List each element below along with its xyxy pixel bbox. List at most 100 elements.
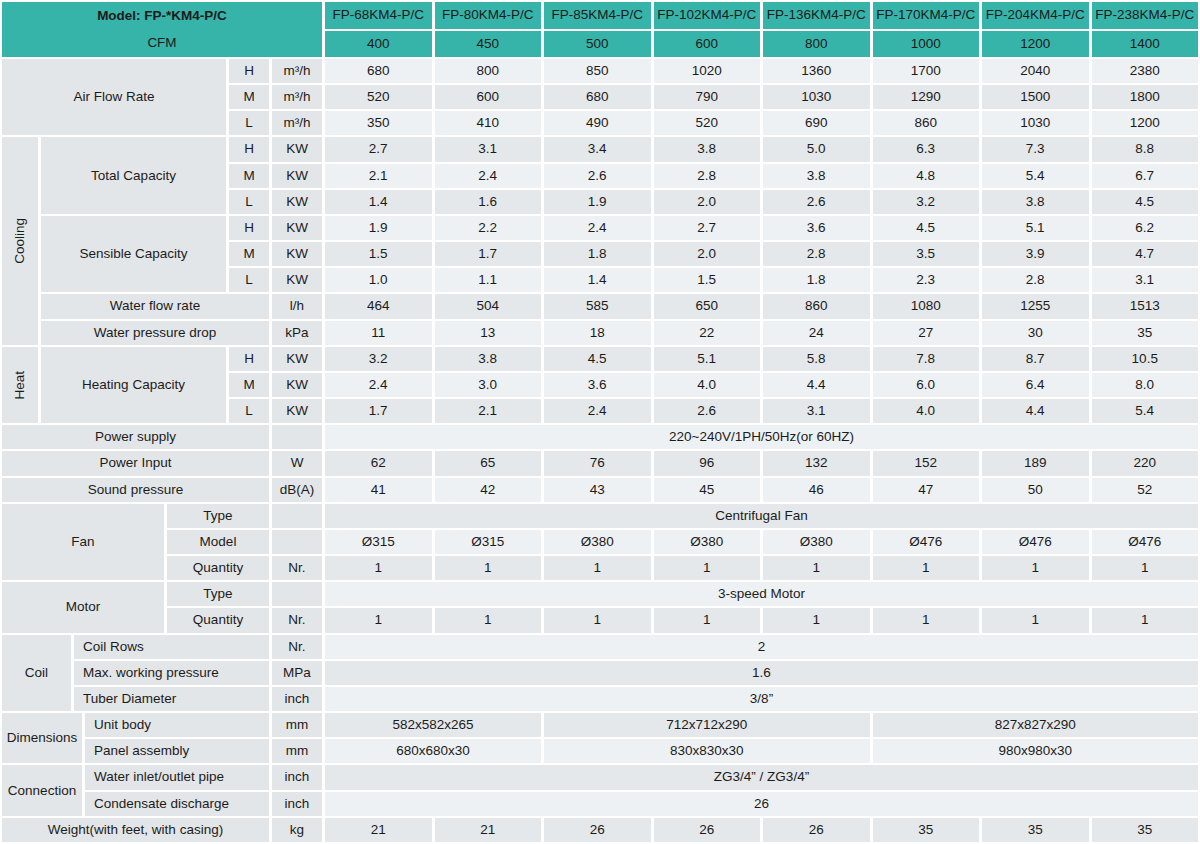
value-cell: 35 [873, 818, 980, 842]
value-cell: 2.0 [654, 190, 761, 214]
value-cell: 76 [544, 451, 651, 475]
cfm-value: 500 [544, 31, 651, 57]
unit-label: Nr. [272, 635, 322, 659]
value-cell: 1020 [654, 59, 761, 83]
value-cell: 2.4 [435, 164, 542, 188]
speed-label: M [229, 85, 269, 109]
value-cell: 650 [654, 294, 761, 318]
column-header: FP-68KM4-P/C [325, 2, 432, 29]
value-cell: Ø315 [435, 530, 542, 554]
value-cell: 21 [435, 818, 542, 842]
unit-label: dB(A) [272, 478, 322, 502]
section-label: Fan [2, 504, 164, 581]
value-cell: 1.7 [325, 399, 432, 423]
unit-label: Nr. [272, 608, 322, 632]
value-cell: 3.1 [435, 137, 542, 161]
value-cell: 1700 [873, 59, 980, 83]
value-cell: 1 [544, 608, 651, 632]
unit-label: W [272, 451, 322, 475]
value-cell: 3.2 [325, 347, 432, 371]
value-cell: 11 [325, 321, 432, 345]
speed-label: H [229, 137, 269, 161]
value-cell: 830x830x30 [544, 739, 870, 763]
value-cell: 1800 [1092, 85, 1199, 109]
cfm-value: 1000 [873, 31, 980, 57]
value-cell: 1 [1092, 608, 1199, 632]
speed-label: L [229, 111, 269, 135]
value-cell: 3/8” [325, 687, 1198, 711]
section-label: Dimensions [2, 713, 82, 763]
unit-label: KW [272, 137, 322, 161]
value-cell: 680 [325, 59, 432, 83]
unit-label: KW [272, 347, 322, 371]
value-cell: 1 [873, 556, 980, 580]
unit-label: KW [272, 268, 322, 292]
value-cell: 2.6 [763, 190, 870, 214]
unit-label: KW [272, 216, 322, 240]
row-label: Tuber Diameter [74, 687, 269, 711]
value-cell: 6.2 [1092, 216, 1199, 240]
value-cell: 3.8 [654, 137, 761, 161]
value-cell: 22 [654, 321, 761, 345]
column-header: FP-136KM4-P/C [763, 2, 870, 29]
row-label: Heating Capacity [41, 347, 226, 424]
value-cell: 1.5 [654, 268, 761, 292]
value-cell: 1290 [873, 85, 980, 109]
value-cell: 1.6 [325, 661, 1198, 685]
value-cell: 690 [763, 111, 870, 135]
value-cell: 3.8 [435, 347, 542, 371]
value-cell: 8.0 [1092, 373, 1199, 397]
value-cell: 52 [1092, 478, 1199, 502]
value-cell: 2.8 [982, 268, 1089, 292]
column-header: FP-204KM4-P/C [982, 2, 1089, 29]
value-cell: 189 [982, 451, 1089, 475]
value-cell: 585 [544, 294, 651, 318]
value-cell: 5.1 [982, 216, 1089, 240]
value-cell: 2.8 [763, 242, 870, 266]
value-cell: 7.8 [873, 347, 980, 371]
unit-label: MPa [272, 661, 322, 685]
value-cell: 1.0 [325, 268, 432, 292]
value-cell: 132 [763, 451, 870, 475]
value-cell: 2.8 [654, 164, 761, 188]
unit-label: KW [272, 190, 322, 214]
value-cell: 41 [325, 478, 432, 502]
value-cell: 1 [654, 608, 761, 632]
value-cell: 520 [654, 111, 761, 135]
value-cell: 3.9 [982, 242, 1089, 266]
value-cell: 860 [873, 111, 980, 135]
value-cell: 3.8 [763, 164, 870, 188]
value-cell: 4.5 [544, 347, 651, 371]
value-cell: Ø476 [982, 530, 1089, 554]
value-cell: 1 [435, 608, 542, 632]
value-cell: 860 [763, 294, 870, 318]
value-cell: 1.8 [763, 268, 870, 292]
value-cell: ZG3/4” / ZG3/4” [325, 765, 1198, 789]
row-label: Coil Rows [74, 635, 269, 659]
value-cell: 26 [544, 818, 651, 842]
value-cell: 2 [325, 635, 1198, 659]
value-cell: 4.5 [1092, 190, 1199, 214]
section-label: Cooling [2, 137, 38, 344]
unit-label: KW [272, 399, 322, 423]
unit-label: kg [272, 818, 322, 842]
value-cell: 6.0 [873, 373, 980, 397]
speed-label: M [229, 373, 269, 397]
value-cell: 1.4 [325, 190, 432, 214]
value-cell: 5.8 [763, 347, 870, 371]
value-cell: 3.0 [435, 373, 542, 397]
value-cell: 46 [763, 478, 870, 502]
unit-label: mm [272, 739, 322, 763]
value-cell: 1.4 [544, 268, 651, 292]
value-cell: 350 [325, 111, 432, 135]
value-cell: 4.8 [873, 164, 980, 188]
speed-label: M [229, 164, 269, 188]
value-cell: 1 [435, 556, 542, 580]
speed-label: H [229, 347, 269, 371]
row-label: Water inlet/outlet pipe [85, 765, 269, 789]
row-label: Water pressure drop [41, 321, 269, 345]
value-cell: Ø476 [873, 530, 980, 554]
unit-label: inch [272, 765, 322, 789]
value-cell: 18 [544, 321, 651, 345]
value-cell: 2040 [982, 59, 1089, 83]
